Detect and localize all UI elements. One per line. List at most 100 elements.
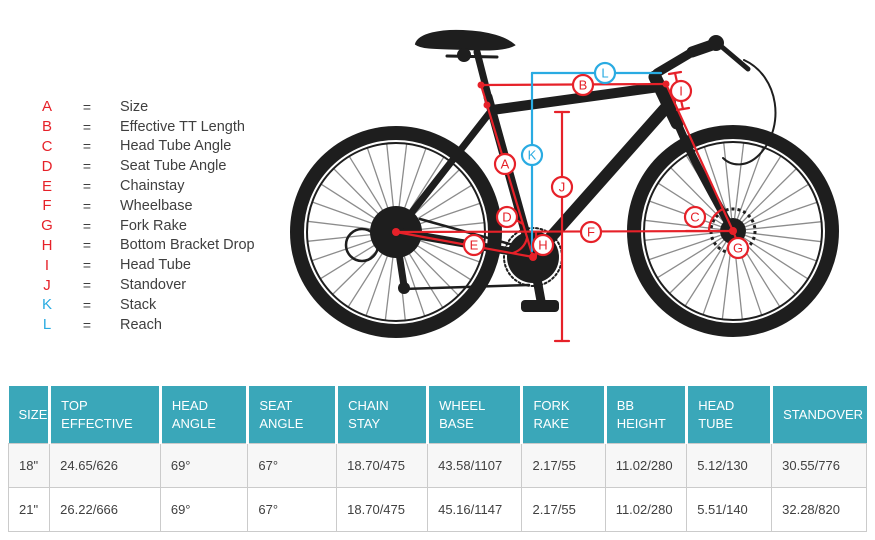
cell-size: 21"	[7, 487, 51, 532]
svg-text:J: J	[559, 180, 566, 195]
legend-label: Chainstay	[120, 178, 185, 195]
legend-row-c: C = Head Tube Angle	[38, 137, 255, 157]
marker-e: E	[462, 233, 486, 257]
cell-size: 18"	[7, 443, 51, 488]
cell-head-tube: 5.51/140	[686, 487, 773, 532]
col-header-head-angle: HEAD ANGLE	[160, 386, 250, 444]
cell-fork-rake: 2.17/55	[521, 487, 606, 532]
svg-text:D: D	[502, 210, 511, 225]
legend-label: Head Tube Angle	[120, 138, 232, 155]
table-row-21: 21" 26.22/666 69° 67° 18.70/475 45.16/11…	[7, 487, 867, 532]
saddle	[414, 29, 516, 51]
line-steering-axis	[664, 82, 735, 233]
col-header-head-tube: HEAD TUBE	[686, 386, 774, 444]
svg-text:L: L	[601, 66, 608, 81]
wheel-spokes	[644, 142, 822, 320]
col-header-standover: STANDOVER	[771, 386, 867, 444]
equals-sign: =	[82, 118, 92, 135]
legend-row-j: J = Standover	[38, 275, 255, 295]
legend-label: Reach	[120, 316, 162, 333]
legend-row-i: I = Head Tube	[38, 255, 255, 275]
legend-row-a: A = Size	[38, 97, 255, 117]
equals-sign: =	[82, 257, 92, 274]
col-header-size: SIZE	[8, 386, 52, 444]
cell-top-effective: 24.65/626	[49, 443, 161, 488]
arc-head-angle	[707, 207, 725, 233]
legend-letter: F	[42, 197, 52, 215]
col-header-fork-rake: FORK RAKE	[521, 386, 607, 444]
legend-label: Bottom Bracket Drop	[120, 237, 255, 254]
table-header-row: SIZE TOP EFFECTIVE HEAD ANGLE SEAT ANGLE…	[8, 386, 867, 444]
col-header-chain-stay: CHAIN STAY	[336, 386, 430, 444]
cell-standover: 32.28/820	[771, 487, 867, 532]
legend-letter: K	[41, 296, 52, 314]
brake-lever	[719, 44, 751, 72]
measurement-lines-red	[394, 70, 739, 343]
arc-seat-angle	[511, 236, 529, 255]
marker-f: F	[579, 220, 603, 244]
marker-i: I	[669, 79, 693, 103]
legend-row-d: D = Seat Tube Angle	[38, 156, 255, 176]
legend-letter: I	[44, 256, 50, 274]
anchor-dots	[392, 80, 737, 261]
legend-letter: A	[41, 98, 52, 116]
legend-letter: C	[41, 137, 53, 155]
legend-label: Stack	[120, 296, 157, 313]
marker-c: C	[683, 205, 707, 229]
equals-sign: =	[82, 316, 92, 333]
col-header-seat-angle: SEAT ANGLE	[247, 386, 339, 444]
equals-sign: =	[82, 296, 92, 313]
legend-letter: G	[41, 217, 53, 235]
equals-sign: =	[82, 217, 92, 234]
brake-cable	[722, 59, 777, 166]
equals-sign: =	[82, 138, 92, 155]
crank-arm	[528, 252, 546, 306]
legend-label: Standover	[120, 277, 187, 294]
legend-row-f: F = Wheelbase	[38, 196, 255, 216]
cell-top-effective: 26.22/666	[49, 487, 161, 532]
legend-label: Size	[120, 98, 149, 115]
svg-text:E: E	[470, 238, 479, 253]
legend-label: Fork Rake	[120, 217, 187, 234]
svg-text:I: I	[679, 84, 683, 99]
legend-letter: L	[42, 316, 52, 334]
cell-chain-stay: 18.70/475	[336, 443, 429, 488]
table-row-18: 18" 24.65/626 69° 67° 18.70/475 43.58/11…	[7, 443, 867, 488]
pedal	[521, 300, 559, 312]
legend-letter: J	[43, 276, 51, 294]
marker-a: A	[493, 152, 517, 176]
front-wheel	[627, 125, 839, 337]
marker-l: L	[593, 61, 617, 85]
cell-chain-stay: 18.70/475	[336, 487, 429, 532]
equals-sign: =	[82, 158, 92, 175]
cell-fork-rake: 2.17/55	[521, 443, 606, 488]
cell-seat-angle: 67°	[247, 443, 338, 488]
svg-text:G: G	[733, 241, 743, 256]
marker-h: H	[531, 233, 555, 257]
cell-standover: 30.55/776	[771, 443, 867, 488]
legend-letter: E	[41, 177, 52, 195]
cell-bb-height: 11.02/280	[604, 443, 688, 488]
svg-text:A: A	[501, 157, 510, 172]
marker-g: G	[726, 236, 750, 260]
legend-row-l: L = Reach	[38, 315, 255, 335]
legend-letter: D	[41, 157, 53, 175]
equals-sign: =	[82, 178, 92, 195]
legend: A = Size B = Effective TT Length C = Hea…	[38, 97, 255, 335]
cell-seat-angle: 67°	[247, 487, 338, 532]
seat-clamp	[457, 48, 471, 62]
chain-bottom	[401, 283, 531, 291]
bike-geometry-diagram: A B C D E F G H I J K L	[290, 29, 839, 343]
legend-row-e: E = Chainstay	[38, 176, 255, 196]
svg-text:F: F	[587, 225, 595, 240]
geometry-table: SIZE TOP EFFECTIVE HEAD ANGLE SEAT ANGLE…	[7, 386, 867, 532]
legend-row-b: B = Effective TT Length	[38, 117, 255, 137]
equals-sign: =	[82, 98, 92, 115]
line-wheelbase-f	[394, 229, 735, 234]
cell-head-tube: 5.12/130	[686, 443, 773, 488]
marker-k: K	[520, 143, 544, 167]
legend-label: Effective TT Length	[120, 118, 245, 135]
equals-sign: =	[82, 277, 92, 294]
equals-sign: =	[82, 197, 92, 214]
col-header-top-effective: TOP EFFECTIVE	[49, 386, 162, 444]
